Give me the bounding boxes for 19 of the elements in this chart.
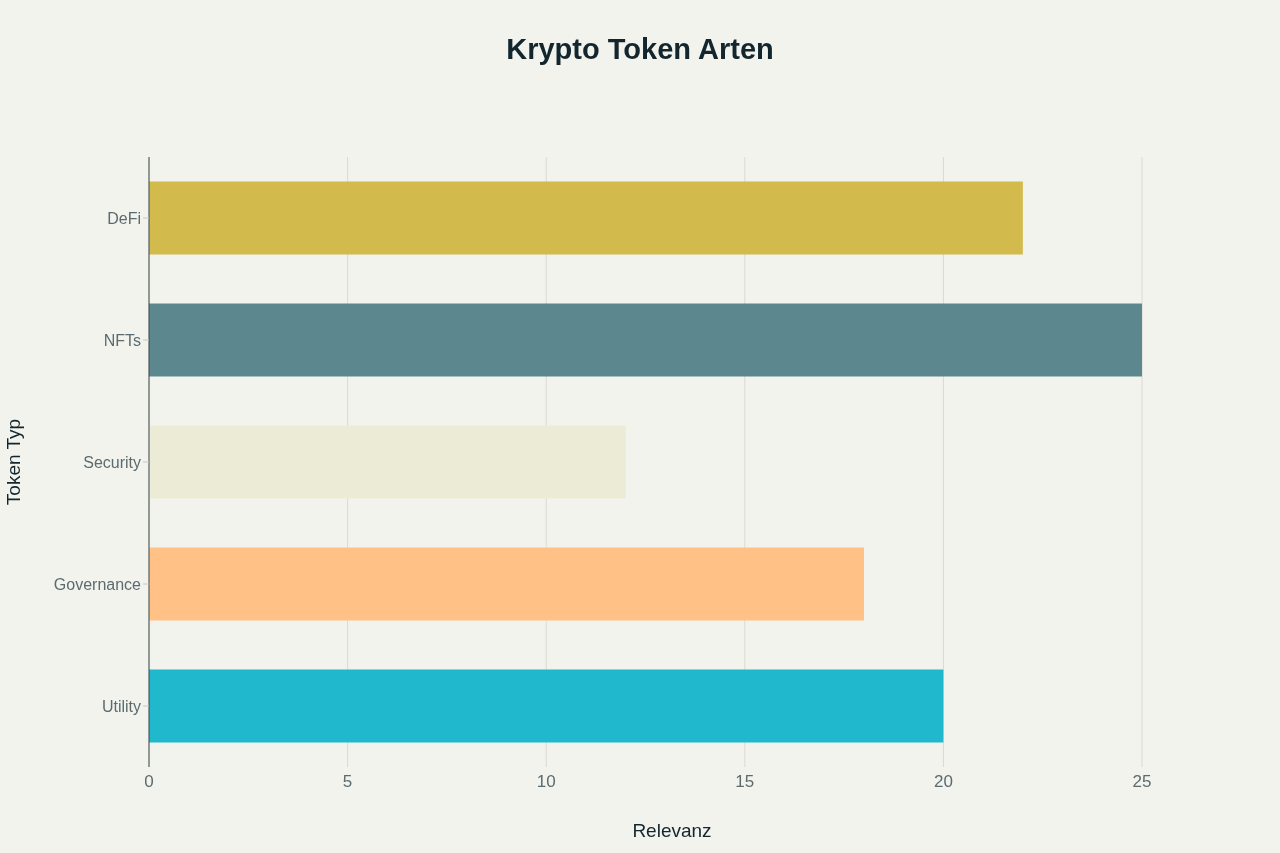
y-axis-title: Token Typ: [3, 418, 24, 506]
chart-title: Krypto Token Arten: [505, 33, 775, 66]
bar: [149, 669, 944, 743]
x-tick-label: 10: [536, 772, 556, 792]
bar: [149, 425, 626, 499]
x-tick-label: 15: [735, 772, 755, 792]
x-tick-label: 25: [1132, 772, 1152, 792]
x-tick-label: 20: [933, 772, 953, 792]
x-axis-title: Relevanz: [631, 820, 713, 842]
y-tick-label: DeFi: [107, 209, 141, 227]
bar: [149, 181, 1023, 255]
y-tick-label: Utility: [101, 697, 141, 715]
y-tick-label: Governance: [53, 575, 142, 593]
y-tick-label: NFTs: [103, 331, 141, 349]
x-tick-label: 5: [342, 772, 353, 792]
x-tick-label: 0: [144, 772, 154, 792]
bar: [149, 547, 864, 621]
y-tick-label: Security: [83, 453, 141, 471]
bar: [149, 303, 1142, 377]
